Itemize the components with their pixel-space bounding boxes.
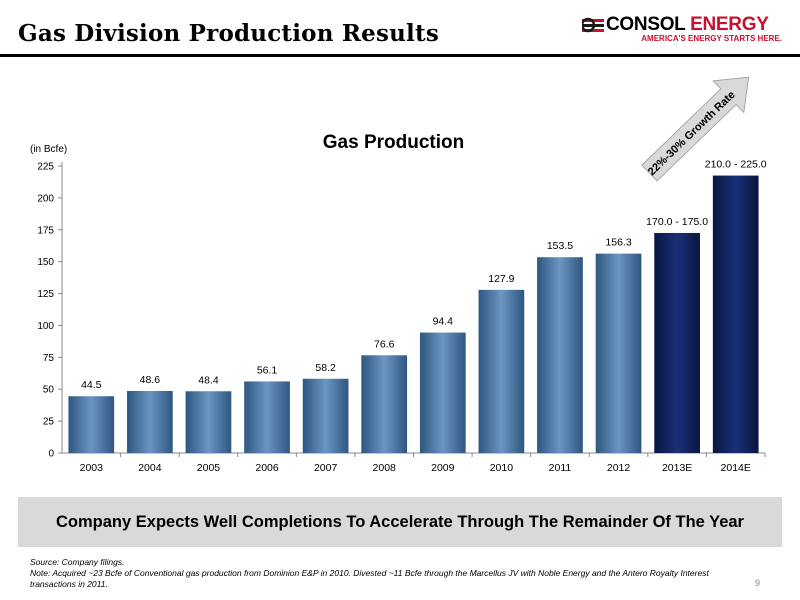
x-tick-label-2003: 2003 (80, 462, 104, 474)
bar-2006 (244, 381, 290, 453)
bar-2013E (654, 232, 700, 453)
key-message-banner: Company Expects Well Completions To Acce… (18, 497, 782, 547)
consol-energy-logo: CONSOL ENERGY AMERICA'S ENERGY STARTS HE… (582, 14, 782, 46)
gas-production-chart: Gas Production (in Bcfe) 0 25 50 75 100 125 150 1… (30, 76, 767, 474)
x-tick-label-2009: 2009 (431, 462, 455, 474)
data-label-2012: 156.3 (605, 237, 631, 249)
title-divider (0, 54, 800, 57)
bar-2009 (419, 332, 466, 453)
x-tick-label-2013E: 2013E (662, 462, 692, 474)
footnote-source: Source: Company filings. (30, 557, 125, 567)
bar-2003 (68, 396, 115, 453)
x-tick-label-2004: 2004 (138, 462, 162, 474)
data-label-2010: 127.9 (488, 273, 514, 285)
logo-name-consol: CONSOL (606, 14, 686, 35)
page-number: 9 (754, 578, 760, 588)
y-tick-label: 150 (37, 257, 54, 268)
bar-2007 (302, 378, 349, 453)
logo-tagline: AMERICA'S ENERGY STARTS HERE. (641, 34, 782, 43)
bar-2004 (127, 391, 173, 453)
data-label-2014E: 210.0 - 225.0 (705, 159, 767, 171)
y-tick-label: 125 (37, 289, 54, 300)
y-tick-label: 50 (43, 385, 55, 396)
bar-2005 (185, 391, 232, 453)
data-label-2003: 44.5 (81, 379, 102, 391)
x-tick-label-2008: 2008 (373, 462, 397, 474)
x-tick-label-2006: 2006 (255, 462, 279, 474)
y-tick-label: 225 (37, 162, 54, 173)
footnote-note: Note: Acquired ~23 Bcfe of Conventional … (30, 568, 709, 589)
data-label-2008: 76.6 (374, 338, 395, 350)
data-label-2009: 94.4 (433, 316, 454, 328)
x-tick-label-2007: 2007 (314, 462, 338, 474)
bar-2008 (361, 355, 408, 453)
y-tick-label: 175 (37, 225, 54, 236)
y-axis-unit-label: (in Bcfe) (30, 144, 67, 155)
y-tick-label: 100 (37, 321, 54, 332)
footnotes: Source: Company filings. Note: Acquired … (30, 557, 730, 590)
data-label-2006: 56.1 (257, 364, 278, 376)
x-tick-label-2005: 2005 (197, 462, 221, 474)
bar-2014E (712, 175, 759, 454)
logo-name-energy: ENERGY (690, 14, 769, 35)
y-tick-label: 75 (43, 353, 55, 364)
consol-logo-mark-icon (582, 17, 604, 33)
slide-title: Gas Division Production Results (18, 20, 439, 47)
logo-wordmark: CONSOL ENERGY (606, 14, 769, 36)
x-tick-label-2012: 2012 (607, 462, 631, 474)
data-label-2004: 48.6 (140, 374, 161, 386)
data-label-2011: 153.5 (547, 240, 573, 252)
bar-2010 (478, 289, 525, 453)
bar-2012 (595, 253, 642, 453)
bar-2011 (537, 257, 583, 453)
data-label-2005: 48.4 (198, 374, 219, 386)
y-tick-label: 0 (48, 449, 54, 460)
growth-arrow-shape (641, 76, 750, 182)
data-label-2013E: 170.0 - 175.0 (646, 216, 708, 228)
y-tick-label: 25 (43, 417, 55, 428)
data-label-2007: 58.2 (315, 362, 336, 374)
x-tick-label-2011: 2011 (549, 462, 572, 474)
x-tick-label-2014E: 2014E (721, 462, 751, 474)
x-tick-label-2010: 2010 (490, 462, 514, 474)
chart-title: Gas Production (323, 132, 464, 153)
y-tick-label: 200 (37, 193, 54, 204)
